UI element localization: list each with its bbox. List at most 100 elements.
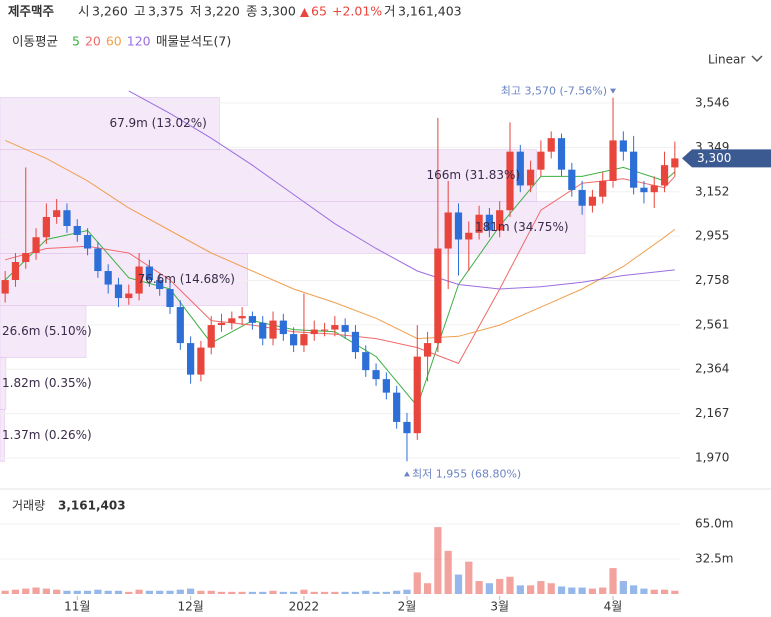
candle-body <box>63 210 71 226</box>
candle-body <box>104 271 112 285</box>
profile-bar <box>0 305 87 358</box>
high: 3,375 <box>148 4 184 19</box>
change-pct: +2.01% <box>332 4 382 19</box>
candle-body <box>372 370 380 380</box>
close-label: 종 <box>246 4 258 19</box>
volume-title: 거래량 <box>12 499 45 513</box>
profile-label: 181m (34.75%) <box>475 220 569 234</box>
scale-mode[interactable]: Linear <box>708 53 745 67</box>
x-tick-label: 4월 <box>604 600 623 614</box>
x-tick-label: 11월 <box>64 600 90 614</box>
volume-bar <box>382 591 390 594</box>
close: 3,300 <box>260 4 296 19</box>
volume-bar <box>156 590 164 594</box>
volume-tick-label: 65.0m <box>695 516 733 530</box>
candle-body <box>423 343 432 357</box>
volume-bar <box>465 561 473 594</box>
volume-bar <box>187 588 195 594</box>
candle-body <box>238 316 246 319</box>
volume-bar <box>238 591 246 594</box>
volume-bar <box>506 576 514 594</box>
volume-bar <box>496 578 504 594</box>
volume: 3,161,403 <box>398 4 462 19</box>
candle-body <box>475 214 483 233</box>
low-label: 저 <box>190 4 202 19</box>
profile-label: 1.82m (0.35%) <box>2 376 92 390</box>
candle-body <box>630 151 638 188</box>
volume-bar <box>269 590 277 594</box>
volume-bar <box>135 589 143 594</box>
volume-bar <box>176 589 184 594</box>
candle-body <box>187 343 195 375</box>
candle-body <box>1 280 9 294</box>
candle-body <box>73 225 81 235</box>
volume-bar <box>331 591 339 594</box>
volume-bar <box>630 585 638 594</box>
volume-bar <box>114 590 123 594</box>
candle-body <box>640 187 648 193</box>
header: 제주맥주 시 3,260 고 3,375 저 3,220 종 3,300 65 … <box>8 4 763 67</box>
volume-bar <box>393 590 401 594</box>
y-tick-label: 1,970 <box>695 450 729 464</box>
x-tick-label: 12월 <box>177 600 203 614</box>
y-tick-label: 3,546 <box>695 96 729 110</box>
candle-body <box>671 158 679 168</box>
candle-body <box>331 325 339 330</box>
volume-bar <box>53 589 61 594</box>
candle-body <box>310 329 318 335</box>
y-tick-label: 2,955 <box>695 229 729 243</box>
candle-body <box>269 320 277 339</box>
candle-body <box>53 210 61 217</box>
profile-bar <box>0 149 537 202</box>
ma-legend-item: 5 <box>72 34 80 49</box>
profile-label: 26.6m (5.10%) <box>2 324 92 338</box>
candle-body <box>42 216 50 238</box>
volume-bar <box>94 589 102 594</box>
volume-bar <box>125 591 133 594</box>
volume-bar <box>537 581 545 594</box>
volume-bar <box>145 590 153 594</box>
volume-total: 3,161,403 <box>58 499 126 513</box>
candle-body <box>341 325 349 332</box>
volume-bar <box>22 588 30 594</box>
volume-bar <box>228 591 236 594</box>
volume-bar <box>454 574 463 594</box>
candle-body <box>454 212 463 240</box>
volume-bar <box>197 590 205 594</box>
candle-body <box>516 151 524 186</box>
volume-bar <box>341 591 349 594</box>
volume-bar <box>516 585 524 594</box>
volume-bar <box>248 591 257 594</box>
volume-bar <box>300 589 308 594</box>
plot: 1,9702,1672,3642,5612,7582,9553,1523,349… <box>0 85 771 614</box>
candle-body <box>166 289 174 308</box>
x-tick-label: 2022 <box>289 600 320 614</box>
volume-label: 거 <box>384 4 396 19</box>
up-arrow <box>300 8 309 17</box>
candle-body <box>393 392 401 422</box>
x-tick-label: 3월 <box>490 600 509 614</box>
stock-name: 제주맥주 <box>8 4 55 19</box>
candle-body <box>217 322 226 326</box>
profile-label: 67.9m (13.02%) <box>109 116 206 130</box>
candle-body <box>496 210 504 231</box>
volume-bar <box>104 590 112 594</box>
ma-legend-item: 20 <box>85 34 101 49</box>
volume-bar <box>42 588 50 594</box>
min-marker <box>403 471 410 477</box>
dropdown-chevron[interactable] <box>751 55 763 63</box>
candle-body <box>557 138 566 170</box>
volume-bar <box>207 590 215 594</box>
volume-bar <box>362 590 370 594</box>
volume-bar <box>320 591 329 594</box>
candle-body <box>32 237 40 254</box>
high-label: 고 <box>134 4 146 19</box>
candle-body <box>382 379 390 393</box>
volume-bar <box>310 591 318 594</box>
candle-body <box>290 334 298 346</box>
candle-body <box>145 266 153 281</box>
volume-bar <box>568 587 576 594</box>
price-badge <box>682 149 771 168</box>
volume-bar <box>259 591 267 594</box>
